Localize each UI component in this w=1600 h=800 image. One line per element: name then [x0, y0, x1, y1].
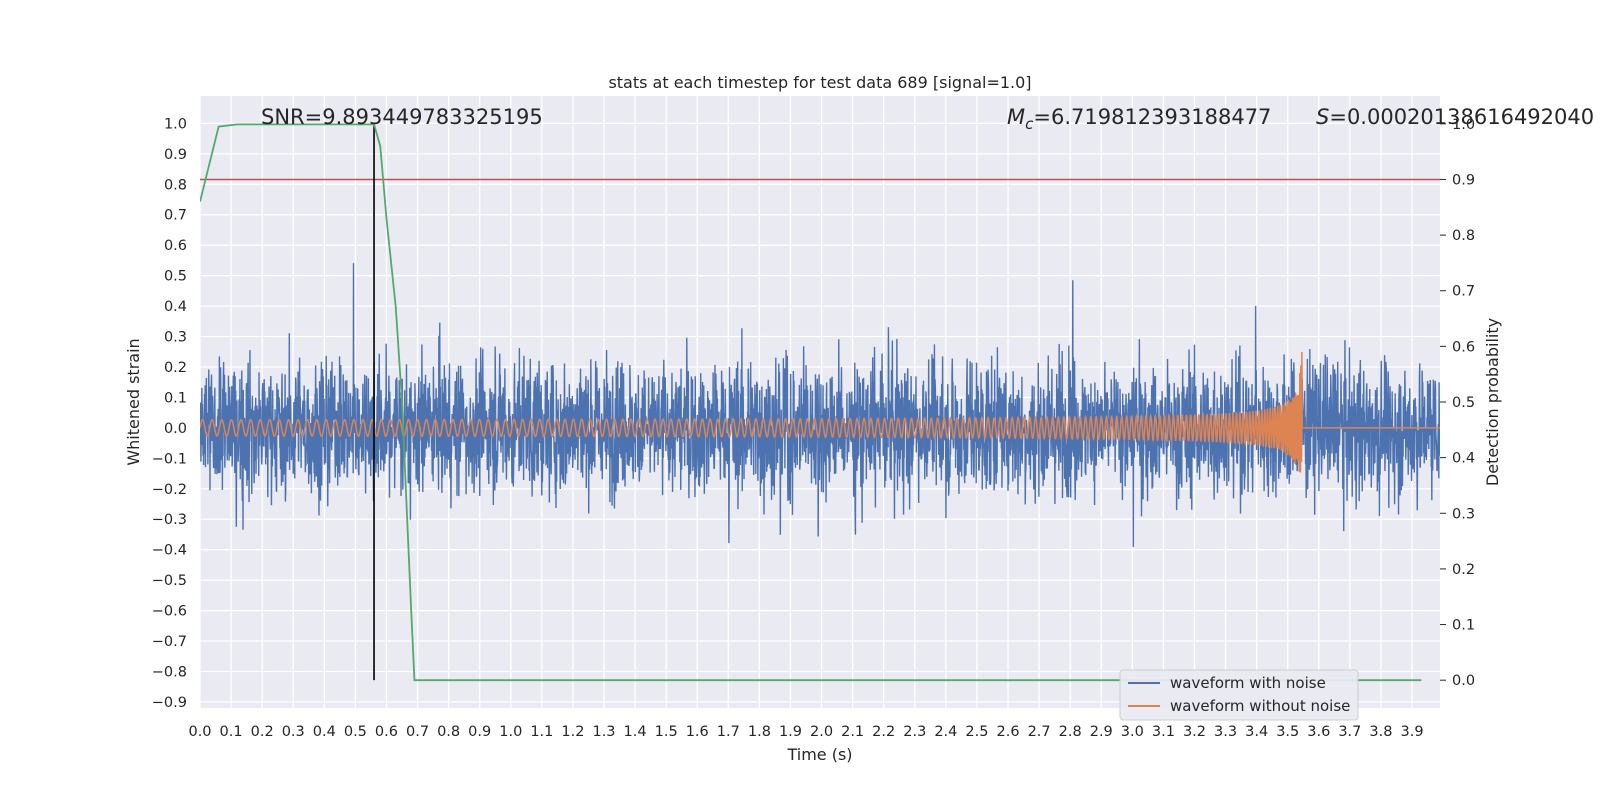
x-tick-label: 2.2: [872, 724, 895, 740]
y-tick-label: −0.2: [152, 482, 187, 498]
y-tick-label: 0.7: [164, 208, 187, 224]
x-tick-label: 2.9: [1090, 724, 1113, 740]
x-tick-label: 0.7: [406, 724, 429, 740]
x-tick-label: 1.9: [779, 724, 802, 740]
x-tick-label: 3.0: [1121, 724, 1144, 740]
x-tick-label: 0.2: [251, 724, 274, 740]
legend-label-noise: waveform with noise: [1170, 674, 1326, 692]
y-tick-label: 0.6: [164, 238, 187, 254]
y-tick-label: 0.8: [164, 177, 187, 193]
s-value: =0.00020138616492040: [1329, 105, 1594, 129]
series-detection-probability: [200, 123, 1422, 682]
y2-tick-label: 0.6: [1452, 339, 1475, 355]
x-tick-label: 2.1: [841, 724, 864, 740]
x-tick-label: 2.3: [903, 724, 926, 740]
x-tick-label: 0.6: [375, 724, 398, 740]
y-tick-label: 0.2: [164, 360, 187, 376]
x-tick-label: 3.3: [1214, 724, 1237, 740]
y2-tick-label: 1.0: [1452, 117, 1475, 133]
y2-tick-label: 0.5: [1452, 395, 1475, 411]
x-tick-label: 0.9: [468, 724, 491, 740]
y2-tick-label: 0.2: [1452, 562, 1475, 578]
x-tick-label: 1.5: [655, 724, 678, 740]
x-tick-label: 2.8: [1059, 724, 1082, 740]
snr-annotation: SNR=9.893449783325195: [261, 105, 543, 129]
y-tick-label: 0.4: [164, 299, 187, 315]
legend-box: [1119, 669, 1359, 721]
x-tick-label: 0.0: [188, 724, 211, 740]
y-tick-label: −0.4: [152, 543, 187, 559]
y-tick-label: −0.6: [152, 604, 187, 620]
series-layer: [200, 263, 1440, 548]
y-tick-label: 0.5: [164, 269, 187, 285]
snr-s-annotation: S=0.00020138616492040: [1316, 105, 1594, 129]
y-tick-label: 0.3: [164, 330, 187, 346]
x-tick-label: 1.0: [499, 724, 522, 740]
chirp-mass-annotation: Mc=6.719812393188477: [1007, 105, 1271, 133]
x-tick-label: 3.7: [1338, 724, 1361, 740]
x-tick-label: 0.8: [437, 724, 460, 740]
x-tick-label: 3.4: [1245, 724, 1268, 740]
chirp-mass-value: =6.719812393188477: [1033, 105, 1271, 129]
s-symbol: S: [1316, 105, 1329, 129]
x-tick-label: 1.6: [686, 724, 709, 740]
x-tick-label: 3.9: [1400, 724, 1423, 740]
y2-tick-label: 0.4: [1452, 451, 1475, 467]
x-tick-label: 3.2: [1183, 724, 1206, 740]
series-waveform-without-noise: [200, 351, 1440, 473]
y-tick-label: 0.9: [164, 147, 187, 163]
x-tick-label: 1.2: [561, 724, 584, 740]
legend-label-clean: waveform without noise: [1170, 697, 1350, 715]
y-tick-label: 0.0: [164, 421, 187, 437]
y-tick-label: 1.0: [164, 116, 187, 132]
overlay-layer: [200, 123, 1440, 682]
y2-axis-label: Detection probability: [1483, 318, 1502, 486]
x-tick-label: 2.7: [1028, 724, 1051, 740]
y2-tick-label: 0.3: [1452, 506, 1475, 522]
y2-tick-label: 0.9: [1452, 172, 1475, 188]
x-tick-label: 3.6: [1307, 724, 1330, 740]
x-tick-label: 3.5: [1276, 724, 1299, 740]
x-tick-label: 3.1: [1152, 724, 1175, 740]
x-tick-label: 1.4: [624, 724, 647, 740]
legend: waveform with noise waveform without noi…: [1119, 669, 1359, 721]
y2-tick-label: 0.0: [1452, 673, 1475, 689]
chirp-mass-symbol: M: [1007, 105, 1025, 129]
x-tick-label: 2.4: [934, 724, 957, 740]
y-tick-label: −0.5: [152, 573, 187, 589]
y2-tick-label: 0.1: [1452, 618, 1475, 634]
x-tick-label: 0.1: [220, 724, 243, 740]
y-tick-label: −0.7: [152, 634, 187, 650]
x-tick-label: 2.6: [996, 724, 1019, 740]
x-tick-label: 0.5: [344, 724, 367, 740]
y-tick-label: −0.8: [152, 664, 187, 680]
x-tick-label: 2.5: [965, 724, 988, 740]
y2-axis-ticks: 1.0 0.9 0.8 0.7 0.6 0.5 0.4 0.3 0.2 0.1 0.0: [1440, 117, 1475, 689]
y-axis-ticks: 1.0 0.9 0.8 0.7 0.6 0.5 0.4 0.3 0.2 0.1 0.0 −0.1 −0.…: [152, 116, 187, 711]
x-tick-label: 1.8: [748, 724, 771, 740]
y-tick-label: −0.3: [152, 512, 187, 528]
y2-tick-label: 0.8: [1452, 228, 1475, 244]
x-tick-label: 1.1: [530, 724, 553, 740]
x-tick-label: 2.0: [810, 724, 833, 740]
x-tick-label: 0.3: [282, 724, 305, 740]
y-tick-label: −0.1: [152, 451, 187, 467]
y2-tick-label: 0.7: [1452, 284, 1475, 300]
y-tick-label: −0.9: [152, 695, 187, 711]
x-axis-ticks: 0.0 0.1 0.2 0.3 0.4 0.5 0.6 0.7 0.8 0.9 1.0 1.1 1.2 1…: [188, 724, 1423, 740]
x-tick-label: 1.7: [717, 724, 740, 740]
chart-title: stats at each timestep for test data 689…: [608, 73, 1031, 92]
x-tick-label: 3.8: [1369, 724, 1392, 740]
y-tick-label: 0.1: [164, 390, 187, 406]
x-tick-label: 0.4: [313, 724, 336, 740]
chirp-mass-subscript: c: [1025, 115, 1034, 133]
x-axis-label: Time (s): [786, 745, 852, 764]
x-tick-label: 1.3: [592, 724, 615, 740]
y-axis-label: Whitened strain: [124, 338, 143, 465]
